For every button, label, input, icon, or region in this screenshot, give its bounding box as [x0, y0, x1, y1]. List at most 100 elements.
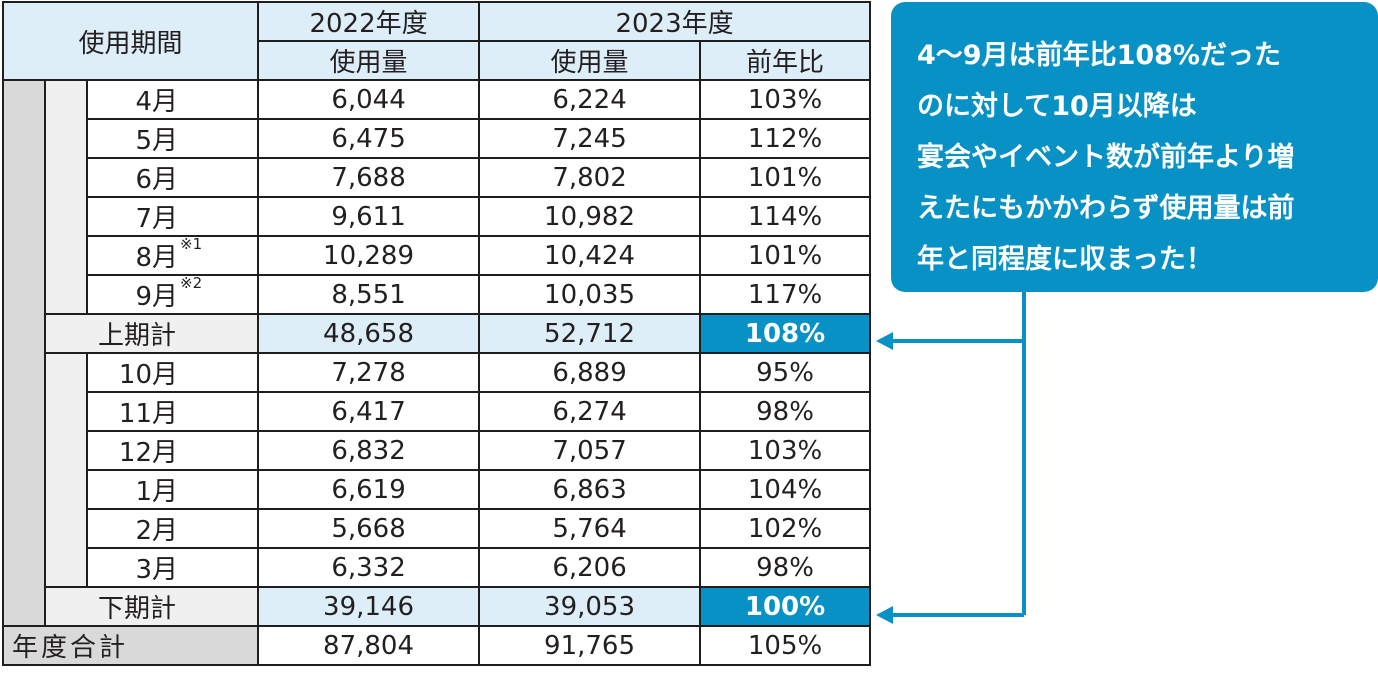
month-cell: 3月 [85, 547, 260, 588]
month-label: 11月 [118, 399, 178, 429]
table-row: 4月 6,044 6,224 103% [2, 79, 872, 627]
table-row: 8月 ※1 10,289 10,424 101% [3, 235, 872, 276]
callout-line: 宴会やイベント数が前年より増 [917, 142, 1295, 173]
year-group-bar [2, 79, 46, 627]
value-2023: 6,274 [478, 391, 702, 432]
month-cell: 8月 ※1 [85, 235, 260, 276]
table-row: 11月 6,417 6,274 98% [3, 391, 872, 432]
table-row: 1月 6,619 6,863 104% [3, 469, 872, 510]
month-cell: 5月 [85, 118, 260, 159]
value-2023: 7,802 [478, 157, 702, 198]
usage-2022-header: 使用量 [257, 40, 481, 81]
month-label: 9月 [135, 282, 178, 312]
ratio-value: 112% [699, 118, 872, 159]
second-half-total-2023: 39,053 [478, 586, 702, 627]
value-2023: 6,206 [478, 547, 702, 588]
callout-line: 4～9月は前年比108%だった [917, 40, 1281, 71]
month-cell: 10月 [85, 352, 260, 393]
table-row: 9月 ※2 8,551 10,035 117% [3, 274, 872, 315]
second-half-total-2022: 39,146 [257, 586, 481, 627]
value-2022: 8,551 [257, 274, 481, 315]
callout-line: 年と同程度に収まった！ [917, 244, 1213, 275]
value-2023: 7,057 [478, 430, 702, 471]
ratio-header: 前年比 [699, 40, 872, 81]
value-2022: 9,611 [257, 196, 481, 237]
value-2022: 6,044 [257, 79, 481, 120]
second-half-group-bar [44, 352, 88, 588]
header-row-2: 使用量 使用量 前年比 [3, 40, 872, 81]
value-2023: 10,035 [478, 274, 702, 315]
table-row: 12月 6,832 7,057 103% [3, 430, 872, 471]
ratio-value: 104% [699, 469, 872, 510]
callout-line: えたにもかかわらず使用量は前 [917, 193, 1295, 224]
month-label: 7月 [135, 204, 178, 234]
period-header: 使用期間 [1, 1, 260, 81]
year-total-2022: 87,804 [257, 625, 481, 666]
ratio-value: 101% [699, 235, 872, 276]
year-2023-header: 2023年度 [478, 1, 872, 42]
ratio-value: 117% [699, 274, 872, 315]
value-2023: 6,863 [478, 469, 702, 510]
value-2022: 6,619 [257, 469, 481, 510]
month-label: 10月 [118, 360, 178, 390]
table-row: 2月 5,668 5,764 102% [3, 508, 872, 549]
year-total-ratio: 105% [699, 625, 872, 666]
arrow-head-lower-icon [876, 606, 893, 624]
table-row: 5月 6,475 7,245 112% [3, 118, 872, 159]
year-total-2023: 91,765 [478, 625, 702, 666]
month-cell: 7月 [85, 196, 260, 237]
value-2023: 10,982 [478, 196, 702, 237]
value-2022: 6,475 [257, 118, 481, 159]
second-half-total-label: 下期計 [43, 586, 260, 627]
value-2023: 5,764 [478, 508, 702, 549]
value-2022: 5,668 [257, 508, 481, 549]
arrow-head-upper-icon [876, 332, 893, 350]
year-total-row: 年度合計 87,804 91,765 105% [1, 625, 872, 666]
value-2022: 6,332 [257, 547, 481, 588]
first-half-group-bar [44, 79, 88, 315]
month-cell: 6月 [85, 157, 260, 198]
value-2023: 6,889 [478, 352, 702, 393]
month-label: 1月 [135, 477, 178, 507]
callout-box: 4～9月は前年比108%だった のに対して10月以降は 宴会やイベント数が前年よ… [891, 2, 1378, 292]
first-half-total-2022: 48,658 [257, 313, 481, 354]
ratio-value: 114% [699, 196, 872, 237]
usage-table: 使用期間 2022年度 2023年度 使用量 使用量 前年比 4月 6,044 … [1, 1, 872, 666]
ratio-value: 101% [699, 157, 872, 198]
first-half-total-label: 上期計 [43, 313, 260, 354]
ratio-value: 98% [699, 391, 872, 432]
table-row: 3月 6,332 6,206 98% [3, 547, 872, 588]
table-row: 7月 9,611 10,982 114% [3, 196, 872, 237]
value-2023: 10,424 [478, 235, 702, 276]
value-2023: 6,224 [478, 79, 702, 120]
month-label: 6月 [135, 165, 178, 195]
ratio-value: 95% [699, 352, 872, 393]
month-label: 5月 [135, 126, 178, 156]
month-label: 2月 [135, 516, 178, 546]
month-cell: 1月 [85, 469, 260, 510]
month-label: 4月 [135, 87, 178, 117]
header-row-1: 使用期間 2022年度 2023年度 [1, 1, 872, 81]
ratio-value: 103% [699, 79, 872, 120]
month-cell: 12月 [85, 430, 260, 471]
month-cell: 4月 [85, 79, 260, 120]
value-2022: 7,278 [257, 352, 481, 393]
table-row: 10月 7,278 6,889 95% [3, 352, 872, 588]
month-cell: 9月 ※2 [85, 274, 260, 315]
ratio-value: 102% [699, 508, 872, 549]
ratio-value: 103% [699, 430, 872, 471]
value-2022: 7,688 [257, 157, 481, 198]
month-cell: 11月 [85, 391, 260, 432]
footnote-marker: ※2 [180, 274, 203, 292]
footnote-marker: ※1 [180, 235, 203, 253]
month-cell: 2月 [85, 508, 260, 549]
first-half-total-row: 上期計 48,658 52,712 108% [3, 313, 872, 354]
first-half-total-2023: 52,712 [478, 313, 702, 354]
usage-2023-header: 使用量 [478, 40, 702, 81]
second-half-total-row: 下期計 39,146 39,053 100% [3, 586, 872, 627]
year-total-label: 年度合計 [1, 625, 260, 666]
value-2022: 10,289 [257, 235, 481, 276]
second-half-ratio-highlight: 100% [699, 586, 872, 627]
month-label: 3月 [135, 555, 178, 585]
